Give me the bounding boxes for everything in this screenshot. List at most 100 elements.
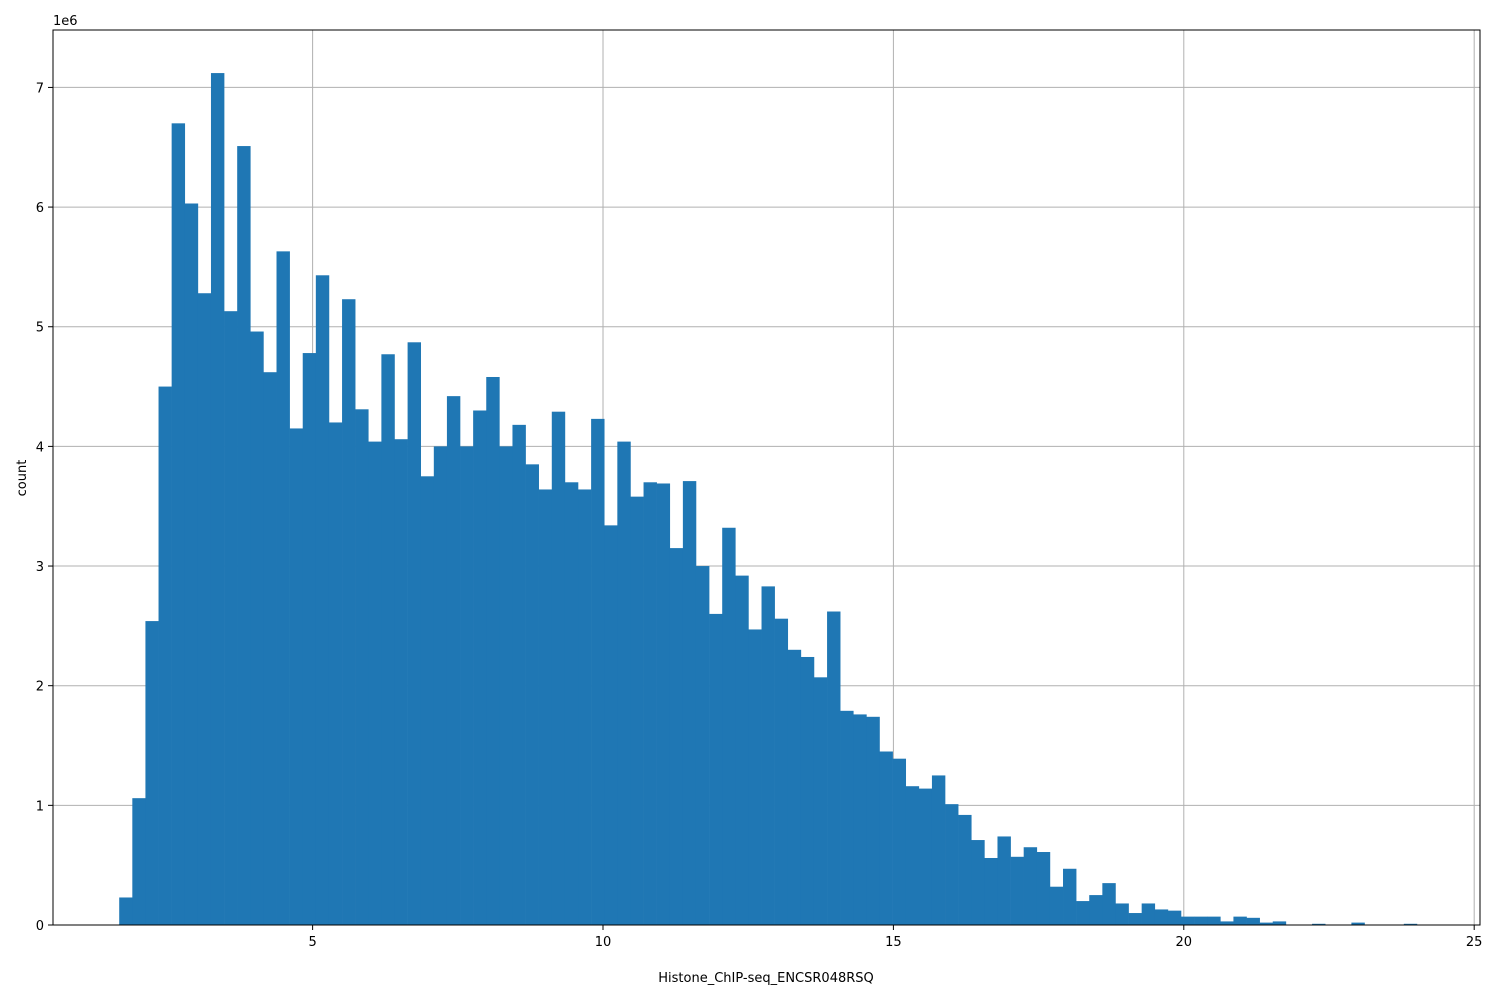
histogram-bar [1128, 913, 1142, 925]
histogram-bar [787, 649, 802, 925]
histogram-bar [695, 566, 710, 925]
y-tick-label: 2 [36, 680, 44, 695]
histogram-bar [289, 428, 304, 925]
histogram-bar [761, 586, 775, 925]
histogram-bar [525, 464, 539, 925]
histogram-bar [1272, 921, 1287, 925]
histogram-bar [630, 496, 644, 925]
y-tick-label: 5 [36, 321, 44, 336]
y-offset-label: 1e6 [53, 14, 78, 29]
histogram-bar [538, 489, 553, 925]
histogram-bar [735, 575, 749, 925]
histogram-bar [1063, 868, 1077, 925]
histogram-bar [918, 788, 933, 925]
histogram-bar [237, 146, 251, 925]
histogram-bar [669, 548, 684, 925]
histogram-bar [1115, 903, 1129, 925]
histogram-bar [1180, 916, 1195, 925]
x-tick-label: 25 [1466, 935, 1483, 950]
histogram-bar [171, 123, 186, 926]
histogram-bar [1154, 909, 1169, 925]
histogram-bar [1233, 916, 1247, 925]
histogram-bar [709, 613, 723, 925]
histogram-bar [263, 372, 277, 925]
x-axis-label: Histone_ChIP-seq_ENCSR048RSQ [658, 971, 874, 986]
histogram-bar [1036, 852, 1051, 925]
histogram-bar [1312, 923, 1326, 925]
histogram-bar [827, 611, 841, 925]
histogram-bar [853, 714, 867, 925]
histogram-bar [342, 299, 356, 926]
histogram-bars [119, 73, 1418, 926]
y-tick-label: 7 [36, 81, 44, 96]
histogram-bar [145, 621, 159, 925]
histogram-bar [656, 483, 671, 925]
histogram-bar [499, 446, 513, 925]
histogram-bar [368, 441, 382, 925]
histogram-bar [1010, 856, 1024, 925]
histogram-bar [1049, 886, 1064, 925]
histogram-bar [446, 396, 461, 925]
histogram-bar [460, 446, 474, 925]
histogram-bar [1089, 895, 1103, 925]
x-tick-label: 10 [595, 935, 612, 950]
histogram-bar [197, 293, 212, 925]
histogram-bar [1076, 901, 1090, 925]
histogram-bar [866, 716, 880, 925]
histogram-bar [1207, 916, 1221, 925]
histogram-bar [486, 376, 500, 926]
y-axis-label: count [15, 460, 30, 497]
histogram-bar [1023, 847, 1038, 925]
histogram-bar [394, 439, 408, 925]
histogram-bar [250, 331, 264, 926]
histogram-bar [276, 251, 290, 926]
histogram-bar [984, 857, 998, 925]
histogram-bar [512, 424, 526, 925]
histogram-bar [905, 786, 920, 925]
histogram-bar [591, 418, 605, 925]
histogram-bar [931, 775, 946, 925]
histogram-bar [813, 677, 828, 925]
histogram-bar [1259, 922, 1274, 925]
histogram-bar [997, 836, 1011, 925]
histogram-bar [1167, 910, 1182, 925]
histogram-bar [1102, 883, 1116, 925]
histogram-bar [564, 482, 579, 925]
x-tick-label: 20 [1176, 935, 1193, 950]
histogram-bar [119, 897, 133, 925]
histogram-bar [945, 804, 959, 925]
histogram-bar [722, 527, 736, 925]
histogram-bar [433, 446, 448, 925]
histogram-bar [892, 758, 907, 925]
histogram-bar [1141, 903, 1156, 925]
y-axis-ticks: 0 1 2 3 4 5 6 7 [36, 81, 53, 934]
y-tick-label: 0 [36, 919, 44, 934]
y-tick-label: 1 [36, 799, 44, 814]
histogram-bar [748, 629, 762, 925]
histogram-bar [328, 422, 343, 925]
histogram-bar [774, 618, 789, 925]
histogram-bar [381, 354, 395, 925]
histogram-bar [879, 751, 893, 925]
histogram-bar [355, 409, 369, 926]
y-tick-label: 6 [36, 201, 44, 216]
histogram-bar [407, 342, 422, 925]
histogram-bar [604, 525, 618, 925]
x-tick-label: 5 [308, 935, 316, 950]
histogram-bar [302, 353, 317, 925]
histogram-bar [958, 814, 972, 925]
x-axis-ticks: 5 10 15 20 25 [308, 925, 1482, 950]
histogram-bar [800, 656, 815, 925]
histogram-bar [643, 482, 657, 925]
histogram-bar [1194, 916, 1208, 925]
y-tick-label: 4 [36, 440, 44, 455]
histogram-bar [420, 476, 435, 925]
histogram-bar [1246, 917, 1260, 925]
histogram-bar [617, 441, 631, 925]
histogram-bar [158, 386, 172, 925]
histogram-bar [1351, 922, 1365, 925]
histogram-bar [551, 411, 566, 925]
histogram-bar [971, 840, 985, 925]
histogram-bar [132, 798, 146, 925]
